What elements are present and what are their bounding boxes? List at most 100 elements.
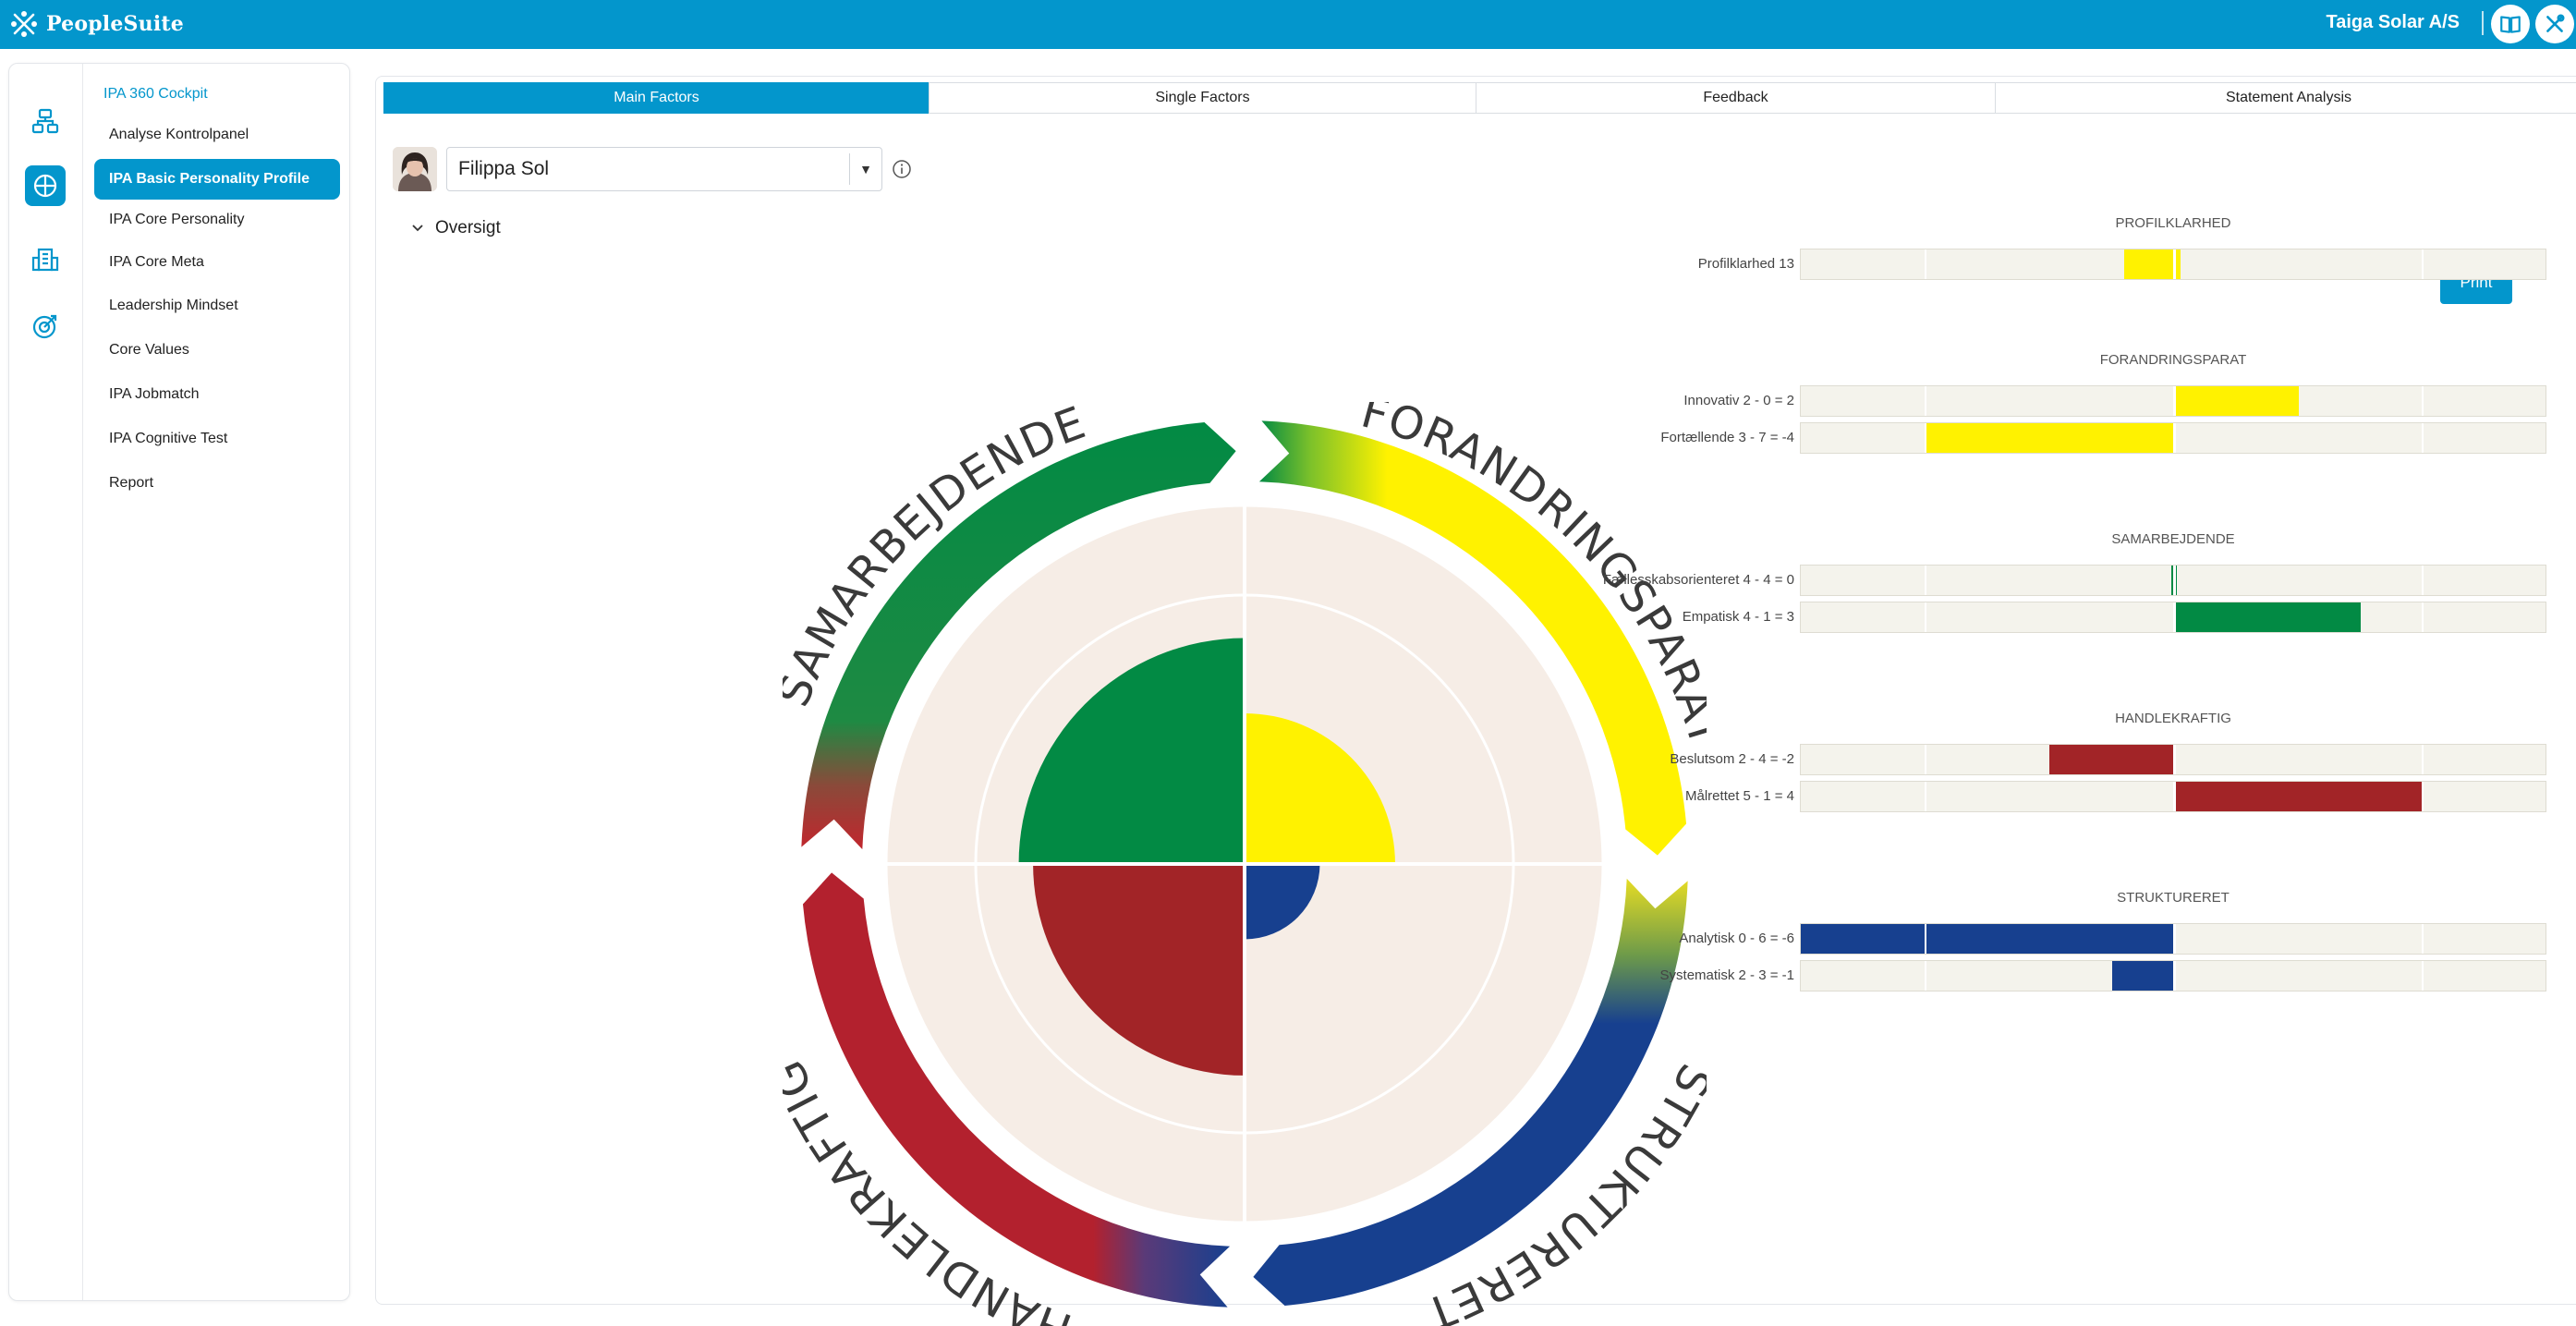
factor-label: Målrettet 5 - 1 = 4 [1685, 788, 1794, 804]
grid-line [2422, 961, 2424, 991]
grid-line [1924, 386, 1926, 416]
grid-line [1924, 249, 1926, 279]
section-title: PROFILKLARHED [2115, 215, 2231, 231]
factor-label: Systematisk 2 - 3 = -1 [1659, 967, 1794, 983]
nav-item-leadership-mindset[interactable]: Leadership Mindset [109, 298, 238, 313]
grid-line [2173, 745, 2176, 774]
forandringsparat-arc [1258, 420, 1687, 856]
wedge-samarbejdende [1018, 638, 1245, 864]
factor-label: Empatisk 4 - 1 = 3 [1682, 609, 1794, 625]
grid-line [1924, 566, 1926, 595]
people-logo-icon [11, 11, 37, 37]
overview-label: Oversigt [435, 218, 501, 237]
nav-item-core-personality[interactable]: IPA Core Personality [109, 212, 245, 227]
factor-bar-fill [1801, 924, 2174, 954]
personality-circle-chart: SAMARBEJDENDEFORANDRINGSPARATSTRUKTURERE… [783, 402, 1707, 1326]
factor-track [1800, 781, 2546, 812]
grid-line [2422, 782, 2424, 811]
header-divider [2482, 11, 2484, 35]
factor-bar-fill [2174, 782, 2424, 811]
book-icon [2500, 16, 2521, 33]
grid-line [2422, 566, 2424, 595]
grid-line [1924, 961, 1926, 991]
tools-icon [2546, 14, 2565, 32]
grid-line [2173, 602, 2176, 632]
chevron-down-icon [412, 225, 423, 232]
grid-line [2422, 924, 2424, 954]
tab-bar: Main Factors Single Factors Feedback Sta… [383, 82, 2576, 114]
caret-down-icon[interactable]: ▼ [859, 162, 872, 176]
grid-line [1924, 423, 1926, 453]
factor-track [1800, 385, 2546, 417]
wedge-struktureret [1245, 864, 1320, 940]
main-panel: Main Factors Single Factors Feedback Sta… [375, 76, 2576, 1326]
nav-item-report[interactable]: Report [109, 475, 154, 491]
nav-item-core-values[interactable]: Core Values [109, 342, 189, 358]
quadrant-arcs [801, 420, 1688, 1308]
person-select-value: Filippa Sol [458, 158, 550, 179]
select-divider [849, 153, 850, 185]
overview-toggle[interactable]: Oversigt [409, 218, 501, 238]
tab-main-factors[interactable]: Main Factors [383, 82, 929, 114]
factor-bar-fill [2111, 961, 2174, 991]
factor-track [1800, 565, 2546, 596]
grid-line [2422, 745, 2424, 774]
factor-track [1800, 422, 2546, 454]
wedge-handlekraftig [1033, 864, 1245, 1076]
grid-line [2173, 423, 2176, 453]
factor-label: Innovativ 2 - 0 = 2 [1683, 393, 1794, 408]
top-bar: PeopleSuite Taiga Solar A/S [0, 0, 2576, 49]
tab-single-factors[interactable]: Single Factors [929, 82, 1476, 114]
struktureret-arc [1253, 878, 1688, 1307]
section-title: STRUKTURERET [2117, 890, 2230, 906]
grid-line [1924, 924, 1926, 954]
rail-company[interactable] [25, 239, 66, 280]
target-icon [32, 314, 57, 339]
tab-feedback[interactable]: Feedback [1476, 82, 1995, 114]
factor-label: Fortællende 3 - 7 = -4 [1660, 430, 1794, 445]
section-title: FORANDRINGSPARAT [2099, 352, 2247, 368]
rail-goals[interactable] [25, 306, 66, 347]
nav-item-jobmatch[interactable]: IPA Jobmatch [109, 386, 200, 402]
section-title: HANDLEKRAFTIG [2115, 711, 2231, 726]
nav-item-analyse-kontrolpanel[interactable]: Analyse Kontrolpanel [109, 127, 249, 142]
grid-line [1924, 602, 1926, 632]
section-title: SAMARBEJDENDE [2111, 531, 2235, 547]
factor-label: Fællesskabsorienteret 4 - 4 = 0 [1602, 572, 1794, 588]
grid-line [2173, 566, 2176, 595]
factor-track [1800, 744, 2546, 775]
nav-item-core-meta[interactable]: IPA Core Meta [109, 254, 204, 270]
factor-bar-fill [2124, 249, 2181, 279]
wedge-forandringsparat [1245, 713, 1395, 864]
avatar [393, 147, 437, 191]
quadrant-levels [884, 504, 1605, 1224]
nav-heading[interactable]: IPA 360 Cockpit [103, 86, 208, 102]
grid-line [2173, 961, 2176, 991]
sidebar: IPA 360 Cockpit Analyse Kontrolpanel IPA… [8, 63, 350, 1301]
grid-line [1924, 782, 1926, 811]
factor-track [1800, 960, 2546, 991]
tools-button[interactable] [2535, 5, 2574, 43]
factor-label: Profilklarhed 13 [1697, 256, 1794, 272]
grid-line [2422, 249, 2424, 279]
icon-rail [9, 64, 83, 1300]
grid-line [2173, 249, 2176, 279]
rail-org-chart[interactable] [25, 101, 66, 141]
rail-profile[interactable] [25, 165, 66, 206]
grid-line [2422, 602, 2424, 632]
person-select[interactable]: Filippa Sol ▼ [446, 147, 882, 191]
grid-line [2422, 423, 2424, 453]
handlekraftig-arc [802, 872, 1231, 1308]
tab-statement-analysis[interactable]: Statement Analysis [1995, 82, 2576, 114]
help-book-button[interactable] [2491, 5, 2530, 43]
brand-logo[interactable]: PeopleSuite [9, 8, 184, 40]
brand-name: PeopleSuite [46, 12, 184, 36]
factor-bar-fill [1925, 423, 2174, 453]
company-name[interactable]: Taiga Solar A/S [2326, 12, 2460, 32]
grid-line [2173, 386, 2176, 416]
info-icon[interactable] [892, 159, 912, 179]
nav-item-basic-personality-profile[interactable]: IPA Basic Personality Profile [94, 159, 340, 200]
factor-track [1800, 602, 2546, 633]
nav-item-cognitive-test[interactable]: IPA Cognitive Test [109, 431, 228, 446]
grid-line [2173, 924, 2176, 954]
